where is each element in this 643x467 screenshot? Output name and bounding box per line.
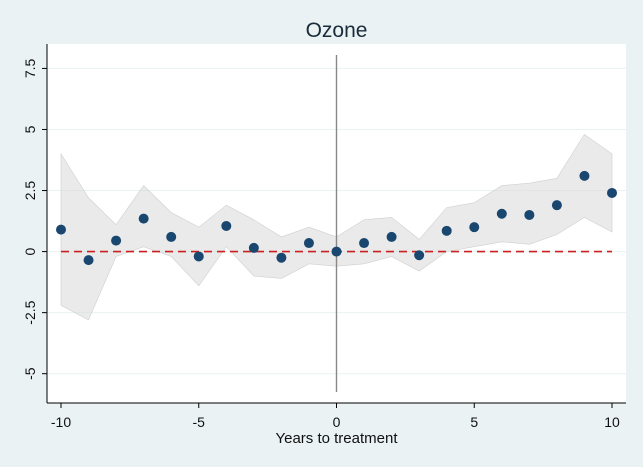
data-point bbox=[414, 250, 425, 261]
y-tick-label: 5 bbox=[22, 125, 38, 133]
y-tick-label: 2.5 bbox=[22, 181, 38, 201]
data-point bbox=[248, 242, 259, 253]
data-point bbox=[607, 187, 617, 198]
y-tick-label: 0 bbox=[22, 247, 38, 255]
data-point bbox=[138, 213, 149, 224]
y-tick-label: -2.5 bbox=[22, 300, 38, 324]
x-tick-label: 5 bbox=[470, 414, 478, 430]
y-tick-label: 7.5 bbox=[22, 58, 38, 78]
data-point bbox=[551, 200, 562, 211]
x-ticks: -10 -5 0 5 10 bbox=[51, 403, 620, 430]
data-point bbox=[469, 222, 480, 233]
data-point bbox=[386, 231, 397, 242]
data-points bbox=[56, 170, 617, 266]
data-point bbox=[111, 235, 122, 246]
data-point bbox=[359, 238, 370, 249]
confidence-band-area bbox=[60, 133, 613, 321]
data-point bbox=[496, 208, 507, 219]
confidence-band bbox=[60, 133, 613, 321]
x-tick-label: 0 bbox=[333, 414, 341, 430]
data-point bbox=[303, 238, 314, 249]
x-tick-label: -10 bbox=[51, 414, 71, 430]
data-point bbox=[83, 255, 94, 266]
data-point bbox=[56, 224, 66, 235]
data-point bbox=[193, 251, 204, 262]
y-ticks: -5 -2.5 0 2.5 5 7.5 bbox=[22, 58, 47, 380]
data-point bbox=[579, 170, 590, 181]
x-axis-label: Years to treatment bbox=[275, 430, 398, 447]
data-point bbox=[524, 209, 535, 220]
data-point bbox=[166, 231, 177, 242]
data-point bbox=[441, 225, 452, 236]
chart-title: Ozone bbox=[306, 19, 368, 42]
data-point bbox=[221, 220, 232, 231]
data-point bbox=[331, 246, 342, 257]
y-tick-label: -5 bbox=[22, 367, 38, 380]
data-point bbox=[276, 252, 287, 263]
x-tick-label: -5 bbox=[193, 414, 206, 430]
x-tick-label: 10 bbox=[604, 414, 620, 430]
